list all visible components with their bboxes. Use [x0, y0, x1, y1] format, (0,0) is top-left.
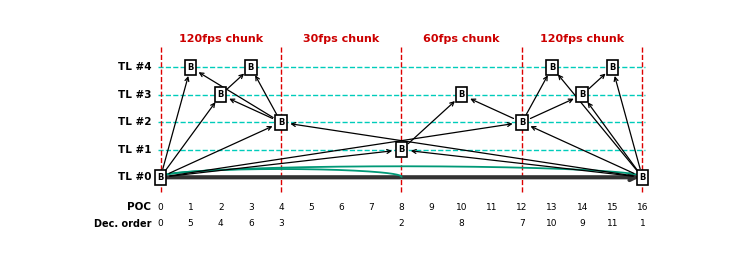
Text: B: B — [579, 90, 585, 99]
Text: 4: 4 — [278, 203, 284, 212]
Text: 3: 3 — [278, 219, 284, 228]
Text: B: B — [188, 63, 194, 72]
Text: 6: 6 — [339, 203, 344, 212]
Text: 7: 7 — [519, 219, 525, 228]
Text: 9: 9 — [429, 203, 434, 212]
Text: 11: 11 — [486, 203, 498, 212]
Text: POC: POC — [127, 202, 152, 213]
Text: B: B — [519, 118, 525, 127]
Text: 16: 16 — [636, 203, 648, 212]
Text: 4: 4 — [218, 219, 224, 228]
Text: B: B — [549, 63, 555, 72]
Text: 8: 8 — [399, 203, 404, 212]
Text: TL #1: TL #1 — [118, 145, 152, 155]
FancyBboxPatch shape — [155, 170, 166, 185]
Text: 13: 13 — [547, 203, 558, 212]
FancyBboxPatch shape — [396, 142, 407, 157]
Text: TL #2: TL #2 — [118, 117, 152, 127]
Text: 2: 2 — [218, 203, 224, 212]
Text: 11: 11 — [606, 219, 618, 228]
Text: TL #3: TL #3 — [118, 90, 152, 100]
Text: 1: 1 — [639, 219, 645, 228]
Text: B: B — [277, 118, 284, 127]
Text: 3: 3 — [248, 203, 254, 212]
FancyBboxPatch shape — [636, 170, 648, 185]
Text: 7: 7 — [369, 203, 374, 212]
Text: 1: 1 — [188, 203, 194, 212]
Text: Dec. order: Dec. order — [94, 219, 152, 229]
Text: 30fps chunk: 30fps chunk — [303, 34, 379, 44]
FancyBboxPatch shape — [275, 115, 287, 130]
FancyBboxPatch shape — [547, 60, 558, 75]
Text: 15: 15 — [606, 203, 618, 212]
Text: 120fps chunk: 120fps chunk — [540, 34, 624, 44]
Text: TL #4: TL #4 — [118, 62, 152, 72]
Text: B: B — [248, 63, 254, 72]
Text: 10: 10 — [547, 219, 558, 228]
Text: 9: 9 — [579, 219, 585, 228]
Text: B: B — [458, 90, 465, 99]
Text: 5: 5 — [188, 219, 194, 228]
FancyBboxPatch shape — [185, 60, 196, 75]
Text: 0: 0 — [158, 219, 164, 228]
Text: 0: 0 — [158, 203, 164, 212]
Text: 8: 8 — [459, 219, 464, 228]
FancyBboxPatch shape — [245, 60, 256, 75]
Text: 6: 6 — [248, 219, 254, 228]
Text: 120fps chunk: 120fps chunk — [179, 34, 263, 44]
Text: B: B — [639, 173, 645, 182]
Text: 5: 5 — [308, 203, 314, 212]
Text: 12: 12 — [516, 203, 528, 212]
Text: 14: 14 — [577, 203, 588, 212]
Text: TL #0: TL #0 — [118, 172, 152, 182]
Text: B: B — [158, 173, 164, 182]
Text: 60fps chunk: 60fps chunk — [424, 34, 500, 44]
Text: B: B — [218, 90, 224, 99]
FancyBboxPatch shape — [456, 87, 467, 102]
Text: 10: 10 — [456, 203, 467, 212]
FancyBboxPatch shape — [516, 115, 528, 130]
FancyBboxPatch shape — [215, 87, 226, 102]
FancyBboxPatch shape — [607, 60, 618, 75]
Text: B: B — [398, 145, 405, 154]
Text: B: B — [609, 63, 615, 72]
Text: 2: 2 — [399, 219, 404, 228]
FancyBboxPatch shape — [577, 87, 588, 102]
